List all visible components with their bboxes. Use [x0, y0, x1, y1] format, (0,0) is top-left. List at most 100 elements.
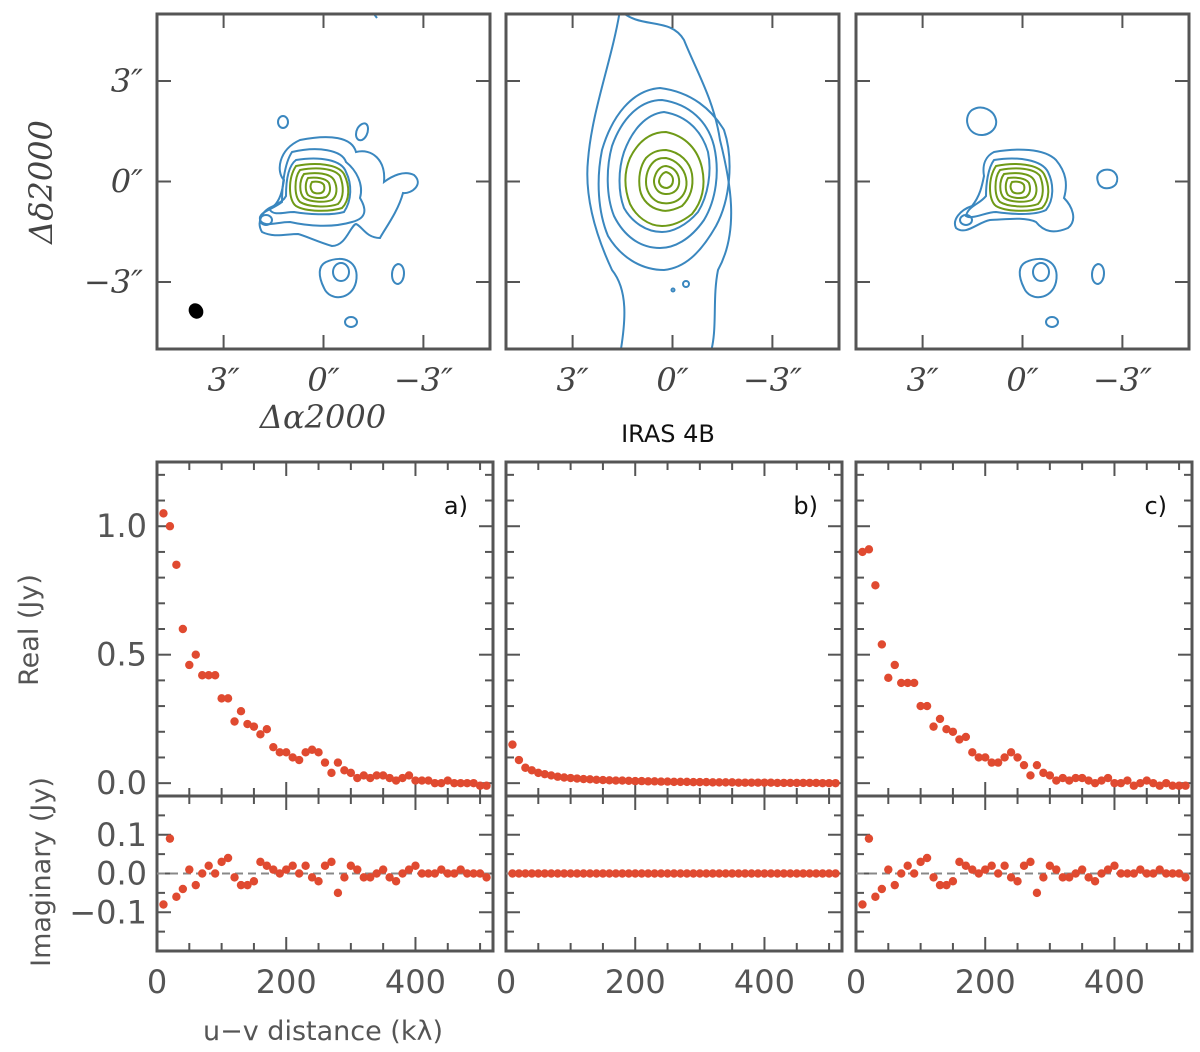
imag-point — [721, 869, 730, 878]
imag-point — [1039, 873, 1048, 882]
real-point — [695, 777, 705, 787]
imag-point — [811, 869, 821, 878]
imag-point — [1058, 873, 1067, 882]
imag-point — [340, 873, 349, 882]
x-tick-label: 3″ — [207, 361, 239, 399]
real-point — [559, 773, 569, 782]
imag-point — [521, 869, 530, 878]
x-tick-label: 400 — [734, 963, 795, 1001]
imag-point — [897, 869, 906, 878]
real-point — [282, 748, 291, 757]
imag-point — [346, 861, 356, 870]
real-point — [618, 776, 627, 785]
imag-point — [424, 869, 433, 878]
contour-level — [304, 176, 331, 200]
imag-point — [656, 869, 666, 878]
real-point — [605, 776, 614, 785]
imag-point — [993, 869, 1003, 878]
real-point — [223, 694, 233, 703]
real-point — [734, 778, 743, 787]
imag-point — [1013, 877, 1022, 886]
imag-point — [411, 861, 420, 870]
real-point — [831, 778, 840, 788]
real-point — [702, 777, 711, 787]
real-point — [650, 777, 659, 786]
real-point — [1013, 753, 1022, 762]
contour-level — [268, 157, 352, 216]
imag-point — [1084, 873, 1093, 882]
contour-level — [332, 262, 350, 282]
real-point — [727, 778, 737, 787]
real-point — [656, 777, 666, 786]
imag-point — [210, 869, 220, 878]
imag-point — [916, 857, 925, 867]
contour-level — [989, 163, 1050, 212]
real-point — [916, 701, 925, 711]
x-tick-label: −3″ — [743, 361, 802, 399]
real-point — [385, 773, 394, 783]
real-point — [766, 778, 776, 787]
real-point — [955, 735, 964, 744]
imag-point — [747, 869, 756, 878]
contour-level — [1091, 262, 1105, 286]
contour-level — [277, 115, 289, 129]
imag-point — [172, 892, 181, 901]
real-frame-3 — [854, 460, 1194, 798]
imag-point — [1116, 869, 1126, 878]
x-tick-label: 200 — [955, 963, 1016, 1001]
real-point — [269, 742, 278, 752]
real-point — [430, 778, 440, 788]
imag-point — [1129, 869, 1139, 878]
x-tick-label: −3″ — [394, 361, 453, 399]
imag-tick-label: 0.1 — [96, 816, 147, 854]
real-point — [877, 640, 887, 649]
real-point — [346, 768, 356, 778]
real-point — [294, 755, 304, 765]
imag-point — [269, 865, 278, 874]
ra-axis-label: Δα2000 — [258, 398, 386, 436]
x-tick-label: 0″ — [307, 361, 339, 399]
real-point — [1077, 773, 1087, 783]
real-point — [922, 701, 932, 711]
real-point — [469, 778, 478, 788]
real-point — [301, 748, 310, 757]
imag-point — [864, 834, 874, 843]
real-point — [1039, 768, 1048, 778]
imag-tick-label: −0.1 — [69, 893, 147, 931]
real-point — [773, 778, 782, 788]
imag-point — [702, 869, 711, 878]
real-point — [159, 509, 168, 518]
real-point — [974, 753, 983, 762]
imag-point — [372, 869, 381, 878]
contour-level — [644, 156, 688, 205]
imag-tick-label: 0.0 — [96, 855, 147, 893]
real-point — [1161, 778, 1171, 788]
imag-point — [753, 869, 763, 878]
imag-point — [955, 857, 964, 867]
imag-point — [903, 861, 912, 870]
imag-point — [294, 869, 304, 878]
real-point — [631, 776, 640, 786]
real-point — [961, 732, 971, 742]
contour-level — [964, 157, 1054, 219]
imag-point — [559, 869, 569, 878]
x-tick-label: 200 — [605, 963, 666, 1001]
imag-point — [1103, 865, 1113, 874]
x-tick-label: 0 — [147, 963, 167, 1001]
real-point — [366, 773, 375, 783]
panel-label-c: c) — [1144, 492, 1167, 520]
imag-point — [1065, 873, 1074, 882]
real-point — [981, 753, 990, 762]
imag-point — [650, 869, 659, 878]
imag-point — [637, 869, 646, 878]
imag-point — [1168, 869, 1177, 878]
contour-level — [1045, 316, 1059, 328]
imag-point — [1032, 888, 1042, 898]
real-point — [553, 772, 562, 781]
imag-point — [534, 869, 543, 878]
imag-point — [773, 869, 782, 878]
y-tick-label: 3″ — [111, 62, 143, 100]
imag-point — [877, 884, 887, 894]
imag-point — [858, 900, 867, 909]
real-point — [903, 678, 912, 688]
